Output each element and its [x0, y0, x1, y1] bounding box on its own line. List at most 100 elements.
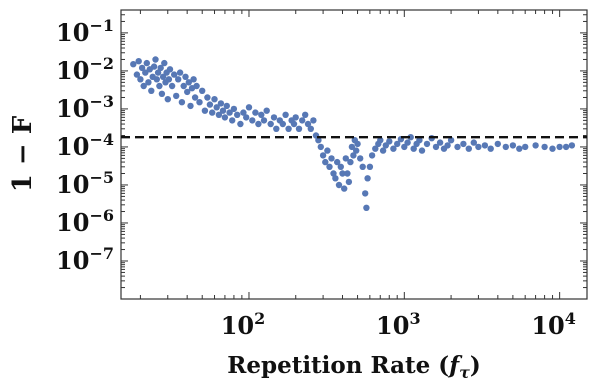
data-point	[481, 142, 489, 149]
data-point	[379, 147, 387, 154]
data-point	[324, 147, 331, 154]
data-point	[157, 64, 164, 72]
data-point	[423, 140, 431, 148]
data-point	[226, 109, 233, 116]
data-point	[135, 58, 142, 65]
data-point	[326, 163, 333, 170]
data-point	[522, 143, 529, 151]
data-point	[330, 170, 337, 177]
data-point	[168, 82, 176, 90]
data-point	[258, 111, 265, 119]
data-point	[184, 88, 191, 96]
data-point	[328, 155, 335, 162]
data-point	[487, 145, 494, 152]
data-point	[150, 63, 158, 70]
data-point	[292, 114, 299, 121]
data-point	[322, 158, 329, 166]
data-point	[494, 140, 501, 148]
data-point	[509, 142, 517, 149]
data-point	[315, 137, 322, 144]
data-point	[213, 104, 220, 111]
y-tick-label: 10−2	[56, 54, 114, 85]
data-point	[219, 107, 227, 114]
data-point	[159, 73, 167, 81]
y-tick-label: 10−6	[56, 206, 114, 237]
data-point	[190, 76, 197, 83]
data-point	[410, 145, 417, 152]
data-point	[307, 125, 314, 132]
data-point	[339, 170, 346, 177]
data-point	[364, 175, 371, 182]
data-point	[475, 143, 482, 151]
data-point	[344, 170, 351, 177]
data-point	[223, 102, 230, 110]
x-axis-title: Repetition Rate (fτ)	[227, 352, 481, 381]
data-point	[176, 69, 184, 76]
data-point	[180, 82, 187, 90]
data-point	[154, 69, 162, 76]
data-point	[158, 90, 166, 98]
data-point	[454, 143, 461, 151]
data-point	[229, 117, 236, 124]
data-point	[196, 99, 203, 106]
data-point	[148, 87, 155, 95]
data-point	[165, 76, 173, 83]
data-point	[260, 117, 268, 124]
data-point	[556, 143, 563, 151]
data-point	[337, 163, 344, 170]
data-point	[516, 145, 523, 152]
y-tick-label: 10−4	[56, 130, 114, 161]
y-axis-title: 1 − F	[8, 115, 38, 192]
data-point	[394, 140, 401, 148]
data-point	[390, 145, 397, 152]
data-point	[273, 125, 280, 132]
x-tick-label: 104	[531, 309, 576, 340]
data-point	[342, 155, 349, 162]
data-point	[562, 143, 570, 151]
y-tick-label: 10−1	[56, 16, 114, 47]
data-point	[143, 59, 150, 67]
data-point	[230, 105, 238, 113]
data-point	[319, 152, 327, 159]
data-point	[142, 69, 149, 76]
data-point	[140, 82, 147, 90]
data-point	[335, 181, 343, 189]
data-point	[304, 120, 312, 128]
data-point	[263, 107, 270, 114]
data-point	[366, 163, 374, 170]
data-point	[221, 114, 229, 121]
data-point	[310, 117, 317, 124]
data-point	[290, 120, 298, 128]
data-point	[444, 142, 451, 149]
data-point	[377, 137, 384, 144]
data-point	[199, 87, 206, 95]
data-point	[465, 145, 472, 152]
y-tick-label: 10−3	[56, 92, 114, 123]
data-point	[407, 134, 414, 141]
data-point	[152, 56, 159, 63]
data-point	[386, 138, 393, 145]
data-point	[191, 94, 199, 101]
data-point	[178, 99, 186, 106]
data-point	[502, 143, 509, 151]
data-point	[270, 114, 278, 121]
data-point	[249, 117, 256, 124]
data-point	[418, 147, 426, 154]
data-point	[193, 82, 200, 90]
data-point	[295, 125, 303, 132]
data-point	[302, 111, 309, 119]
data-point	[187, 102, 194, 110]
data-point	[206, 101, 214, 108]
data-point	[368, 152, 376, 159]
data-point	[209, 109, 216, 116]
data-point	[245, 104, 253, 111]
data-point	[436, 139, 444, 146]
data-point	[166, 66, 174, 73]
data-point	[237, 120, 244, 128]
data-point	[447, 137, 455, 144]
data-point	[341, 185, 348, 192]
data-point	[354, 140, 361, 148]
data-point	[171, 71, 178, 78]
data-point	[252, 109, 259, 116]
